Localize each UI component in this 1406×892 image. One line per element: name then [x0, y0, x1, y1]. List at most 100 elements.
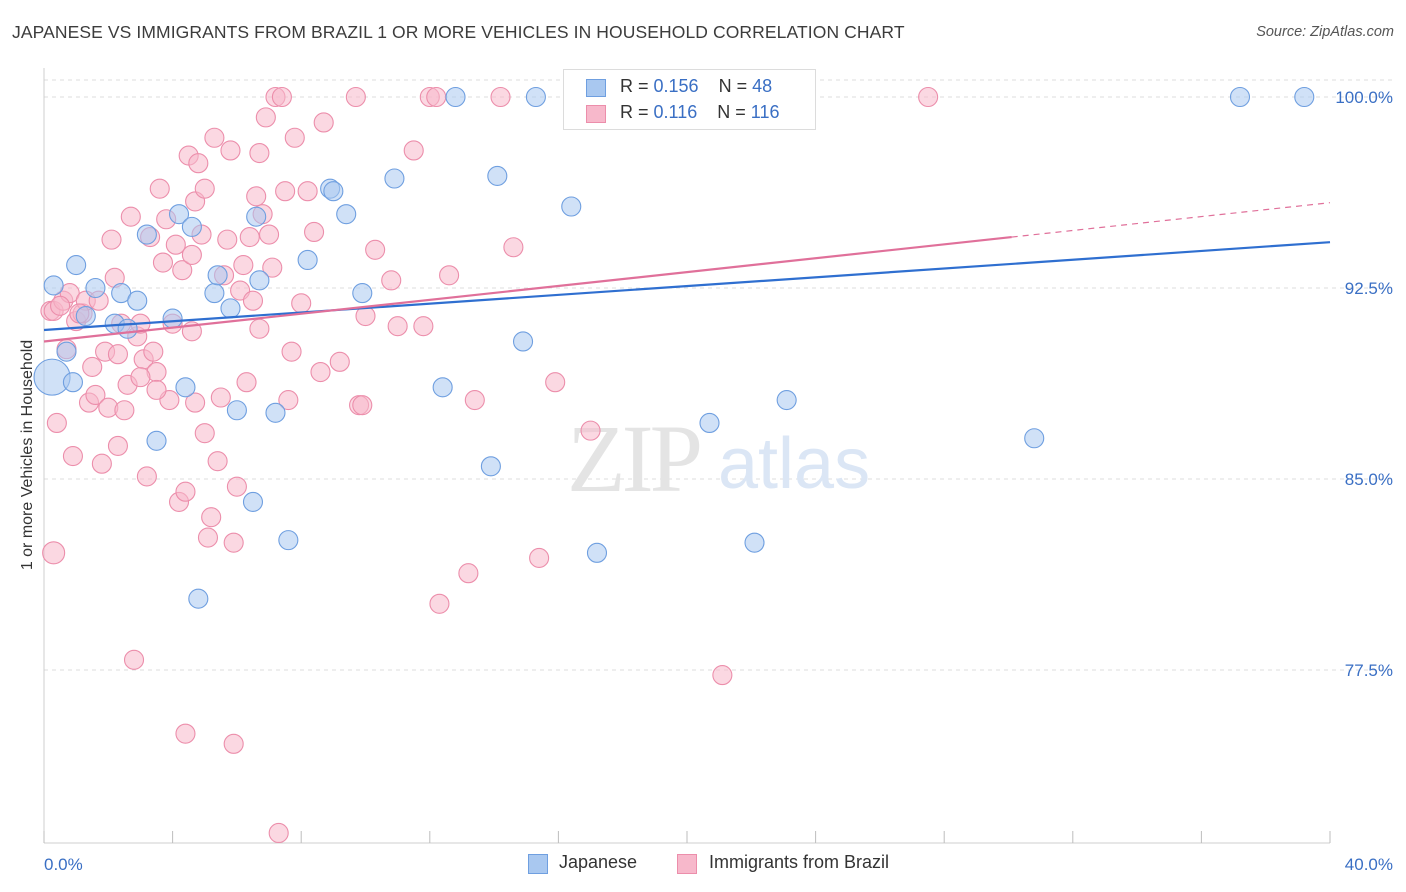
- brazil-trend-extension: [1011, 202, 1331, 238]
- brazil-point: [101, 229, 122, 250]
- japanese-point: [249, 270, 270, 291]
- brazil-point: [345, 86, 366, 108]
- brazil-point: [242, 290, 264, 311]
- r-value-japanese: 0.156: [653, 76, 699, 96]
- brazil-point: [413, 316, 434, 337]
- japanese-point: [111, 283, 132, 304]
- brazil-point: [130, 367, 151, 388]
- japanese-point: [43, 275, 64, 296]
- r-label: R =: [620, 102, 654, 122]
- japanese-point: [278, 530, 299, 551]
- brazil-point: [352, 395, 373, 416]
- brazil-point: [114, 400, 135, 421]
- japanese-point: [226, 400, 247, 421]
- chart-title: JAPANESE VS IMMIGRANTS FROM BRAZIL 1 OR …: [12, 22, 905, 42]
- japanese-point: [432, 377, 453, 398]
- brazil-point: [107, 435, 128, 456]
- japanese-point: [487, 165, 508, 186]
- japanese-point: [175, 377, 196, 398]
- brazil-point: [91, 453, 112, 474]
- japanese-point: [1294, 86, 1315, 108]
- x-tick-label: 40.0%: [1345, 855, 1393, 874]
- brazil-point: [284, 127, 305, 148]
- japanese-legend-swatch: [528, 854, 548, 874]
- brazil-point: [529, 547, 550, 568]
- brazil-point: [268, 822, 289, 844]
- y-axis-label: 1 or more Vehicles in Household: [19, 339, 36, 571]
- japanese-point: [525, 86, 546, 108]
- brazil-point: [365, 239, 386, 260]
- brazil-point: [310, 361, 331, 383]
- brazil-point: [281, 341, 302, 362]
- brazil-swatch: [586, 105, 606, 123]
- r-value-brazil: 0.116: [653, 102, 698, 122]
- brazil-point: [297, 181, 318, 202]
- japanese-point: [1229, 86, 1251, 108]
- brazil-point: [503, 237, 524, 258]
- japanese-point: [1024, 428, 1045, 449]
- brazil-point: [426, 86, 447, 108]
- r-label: R =: [620, 76, 654, 96]
- japanese-point: [586, 542, 608, 563]
- japanese-point: [168, 204, 190, 225]
- tick-labels: 100.0% 92.5% 85.0% 77.5% 0.0% 40.0%: [44, 88, 1393, 874]
- japanese-swatch: [586, 79, 606, 97]
- japanese-point: [62, 372, 83, 393]
- series-brazil-points: [40, 86, 939, 844]
- n-label: N =: [717, 102, 751, 122]
- x-tick-label: 0.0%: [44, 855, 83, 874]
- japanese-trend-line: [43, 241, 1331, 332]
- brazil-point: [278, 390, 299, 411]
- japanese-point: [146, 430, 167, 451]
- brazil-point: [210, 387, 231, 408]
- brazil-point: [258, 224, 280, 245]
- stats-legend: R = 0.156 N = 48 R = 0.116 N = 116: [563, 69, 816, 130]
- brazil-point: [439, 265, 460, 286]
- brazil-point: [313, 112, 334, 133]
- brazil-point: [197, 527, 219, 548]
- brazil-point: [175, 723, 196, 744]
- brazil-point: [223, 532, 244, 553]
- brazil-point: [271, 86, 292, 108]
- brazil-point: [188, 153, 209, 174]
- brazil-point: [175, 481, 196, 502]
- brazil-point: [204, 127, 225, 148]
- brazil-point: [223, 733, 244, 754]
- brazil-point: [50, 295, 71, 316]
- brazil-point: [403, 140, 424, 161]
- japanese-point: [117, 318, 138, 339]
- brazil-point: [152, 252, 174, 273]
- brazil-point: [62, 446, 83, 467]
- y-tick-label: 92.5%: [1345, 279, 1393, 298]
- japanese-point: [56, 341, 77, 362]
- y-tick-label: 77.5%: [1345, 661, 1393, 680]
- n-value-brazil: 116: [750, 102, 780, 122]
- japanese-point: [480, 456, 501, 477]
- brazil-point: [120, 206, 141, 227]
- brazil-point: [387, 316, 408, 337]
- japanese-point: [188, 588, 209, 609]
- japanese-point: [136, 224, 157, 245]
- brazil-point: [165, 234, 186, 255]
- brazil-point: [275, 181, 296, 202]
- japanese-point: [699, 412, 720, 434]
- brazil-point: [490, 86, 511, 108]
- brazil-legend-label: Immigrants from Brazil: [709, 852, 890, 872]
- japanese-point: [127, 290, 148, 311]
- brazil-point: [172, 260, 193, 281]
- y-tick-label: 85.0%: [1345, 470, 1393, 489]
- japanese-point: [384, 168, 405, 189]
- brazil-point: [82, 356, 103, 377]
- series-japanese-points: [33, 86, 1315, 609]
- brazil-point: [149, 178, 170, 199]
- y-tick-label: 100.0%: [1335, 88, 1393, 107]
- brazil-point: [85, 384, 106, 406]
- japanese-point: [85, 277, 106, 299]
- japanese-point: [204, 283, 225, 304]
- japanese-point: [776, 390, 797, 411]
- japanese-point: [336, 204, 357, 225]
- brazil-trend-line: [43, 235, 1012, 343]
- japanese-point: [445, 86, 466, 108]
- japanese-point: [246, 206, 267, 227]
- japanese-point: [242, 491, 264, 512]
